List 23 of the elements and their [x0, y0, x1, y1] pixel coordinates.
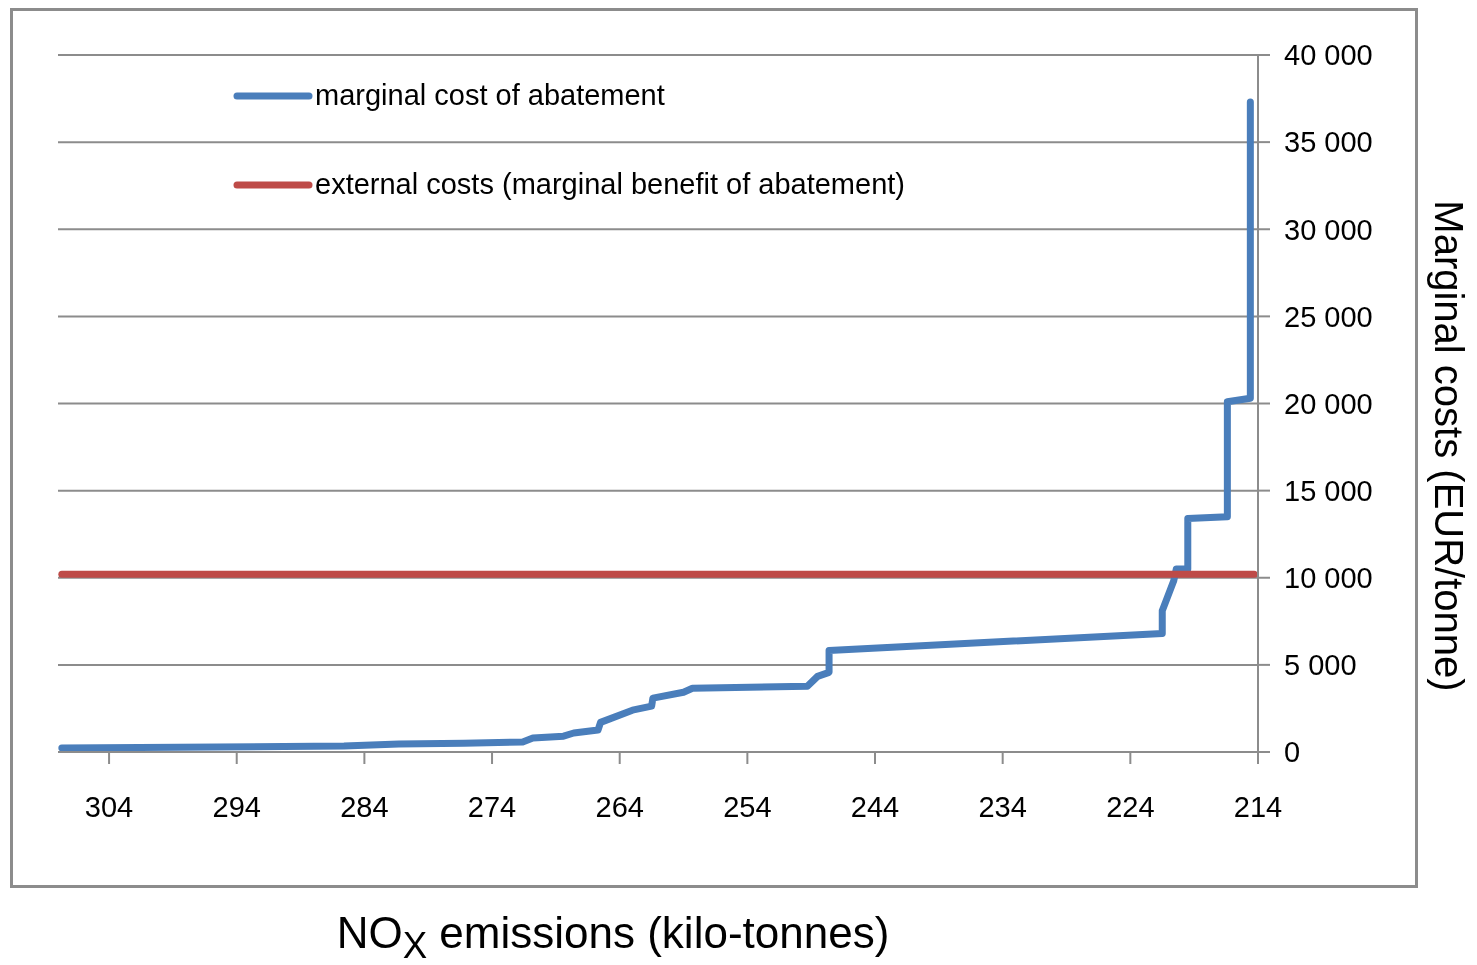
- y-tick-label: 10 000: [1284, 562, 1373, 595]
- x-tick-label: 264: [595, 790, 644, 823]
- x-tick-label: 254: [723, 790, 772, 823]
- x-tick-label: 234: [978, 790, 1027, 823]
- x-tick-label: 274: [467, 790, 517, 823]
- y-tick-label: 15 000: [1284, 474, 1373, 507]
- legend-label: marginal cost of abatement: [315, 79, 665, 112]
- x-axis-title: NO$_{X}$ emissions (kilo-tonnes): [335, 908, 891, 965]
- y-tick-label: 30 000: [1284, 213, 1373, 246]
- y-axis-title: Marginal costs (EUR/tonne): [1425, 200, 1471, 692]
- y-tick-label: 20 000: [1284, 387, 1373, 420]
- x-tick-label: 304: [84, 790, 134, 823]
- y-tick-label: 25 000: [1284, 300, 1373, 333]
- x-tick-label: 244: [850, 790, 900, 823]
- y-tick-label: 0: [1284, 736, 1301, 769]
- y-tick-label: 5 000: [1284, 649, 1357, 682]
- x-tick-label: 284: [340, 790, 389, 823]
- y-tick-label: 40 000: [1284, 39, 1373, 72]
- y-tick-label: 35 000: [1284, 126, 1373, 159]
- x-tick-label: 294: [212, 790, 261, 823]
- x-tick-label: 214: [1233, 790, 1283, 823]
- x-tick-label: 224: [1106, 790, 1155, 823]
- legend-label: external costs (marginal benefit of abatement): [315, 168, 905, 201]
